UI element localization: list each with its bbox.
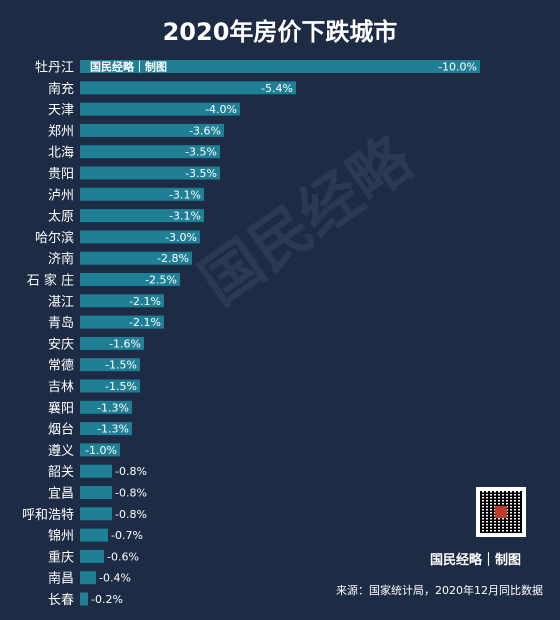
category-label: 济南 [48,251,74,267]
value-label: -2.5% [145,274,177,287]
value-label: -2.1% [129,316,161,329]
bar [80,486,112,499]
bar [80,187,204,201]
category-label: 吉林 [48,380,74,395]
value-label: -3.5% [185,146,217,159]
bar [80,102,240,116]
category-label: 郑州 [48,124,74,139]
bar [80,507,112,521]
bar [80,549,104,563]
category-label: 遵义 [48,443,74,459]
category-label: 石 家 庄 [27,273,74,289]
bar [80,336,144,350]
value-label: -1.3% [97,423,129,436]
bar [80,60,480,73]
value-label: -0.8% [115,487,147,500]
value-label: -0.4% [99,572,131,585]
value-label: -0.2% [91,593,123,606]
bar [80,571,96,585]
bar [80,273,180,286]
category-label: 襄阳 [48,400,74,416]
category-label: 太原 [48,210,74,225]
bar [80,528,108,542]
value-label: -3.0% [165,231,197,244]
qr-code-icon [476,487,526,537]
category-label: 哈尔滨 [35,230,74,246]
category-label: 烟台 [48,423,74,438]
brand-credit: 国民经略｜制图 [430,553,522,568]
bar [80,379,140,393]
bar [80,251,192,265]
bar [80,443,120,457]
value-label: -5.4% [261,82,293,95]
value-label: -0.6% [107,550,139,563]
bar [80,230,200,244]
category-label: 贵阳 [48,167,74,182]
value-label: -0.8% [115,508,147,521]
category-label: 宜昌 [48,487,74,502]
value-label: -0.7% [111,529,143,542]
category-label: 韶关 [48,464,74,480]
value-label: -3.6% [189,124,221,137]
category-label: 锦州 [48,529,74,544]
bar [80,294,164,308]
value-label: -3.5% [185,167,217,180]
bar [80,592,88,606]
value-label: -3.1% [169,188,201,201]
category-label: 呼和浩特 [22,508,74,523]
bar [80,145,220,159]
value-label: -1.5% [105,359,137,372]
category-label: 常德 [48,359,74,374]
bar [80,422,132,436]
value-label: -1.6% [109,337,141,350]
value-label: -1.3% [97,401,129,414]
bar [80,209,204,223]
value-label: -4.0% [205,103,237,116]
value-label: -2.1% [129,295,161,308]
bar [80,166,220,180]
bar [80,81,296,95]
value-label: -3.1% [169,210,201,223]
bar [80,400,132,414]
category-label: 青岛 [48,315,74,331]
bar [80,123,224,137]
value-label: -2.8% [157,252,189,265]
value-label: -1.0% [85,444,117,457]
category-label: 南充 [48,81,74,97]
category-label: 长春 [48,593,74,608]
bar [80,315,164,329]
category-label: 牡丹江 [35,61,74,76]
category-label: 北海 [48,146,74,161]
value-label: -1.5% [105,380,137,393]
source-note: 来源：国家统计局，2020年12月同比数据 [336,584,543,597]
category-label: 泸州 [48,188,74,203]
category-label: 湛江 [48,295,74,310]
chart-title: 2020年房价下跌城市 [162,18,398,46]
bar [80,358,140,372]
category-label: 重庆 [48,549,74,565]
bar [80,464,112,478]
brand-in-bar: 国民经略｜制图 [90,60,167,74]
value-label: -0.8% [115,465,147,478]
category-label: 南昌 [48,571,74,587]
category-label: 安庆 [48,337,74,352]
value-label: -10.0% [438,61,477,74]
category-label: 天津 [48,103,74,118]
